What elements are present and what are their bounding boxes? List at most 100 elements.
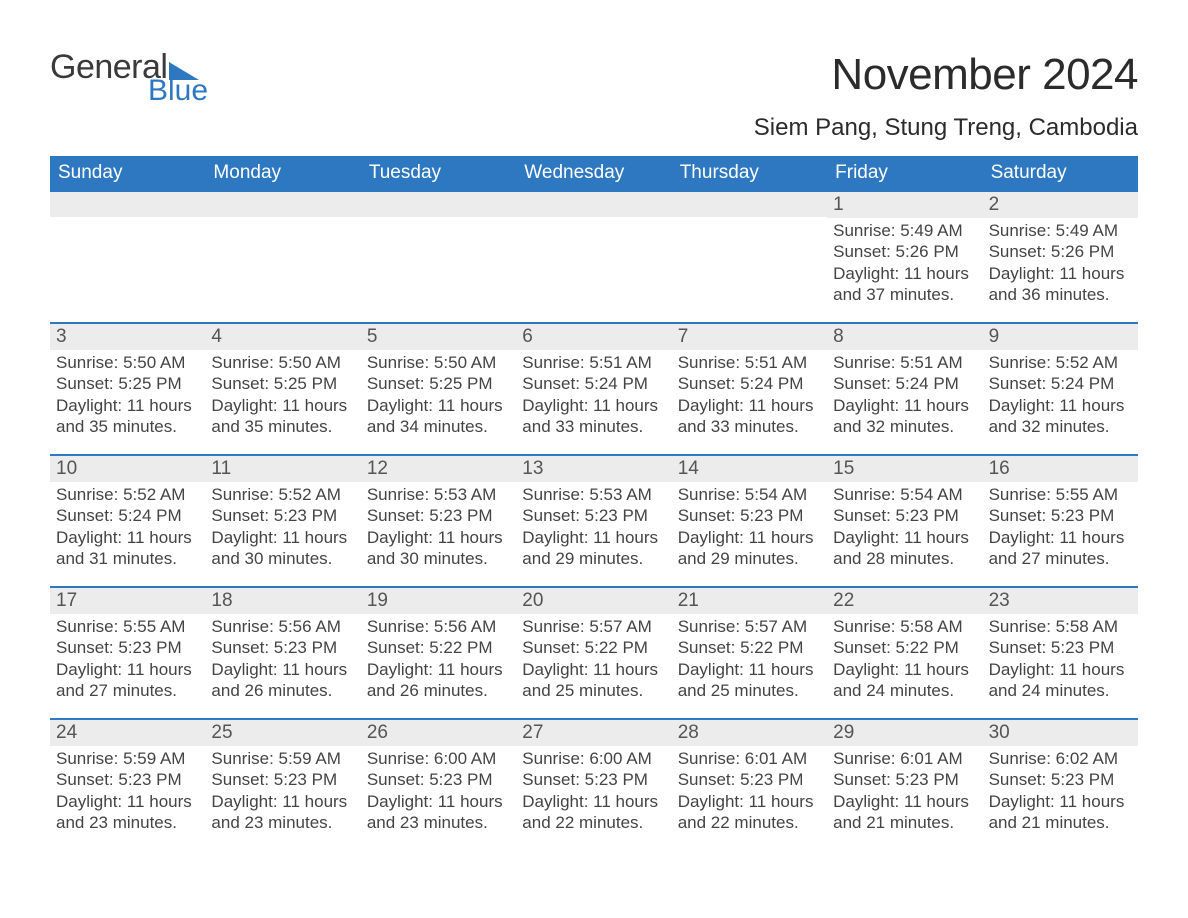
- daylight-line: Daylight: 11 hours and 25 minutes.: [522, 659, 665, 702]
- day-details: Sunrise: 5:55 AMSunset: 5:23 PMDaylight:…: [983, 482, 1138, 569]
- calendar-day-cell: 19Sunrise: 5:56 AMSunset: 5:22 PMDayligh…: [361, 588, 516, 718]
- calendar-day-cell: 30Sunrise: 6:02 AMSunset: 5:23 PMDayligh…: [983, 720, 1138, 850]
- day-details: Sunrise: 5:49 AMSunset: 5:26 PMDaylight:…: [827, 218, 982, 305]
- sunrise-line: Sunrise: 5:58 AM: [989, 616, 1132, 637]
- calendar-day-cell: [361, 192, 516, 322]
- month-title: November 2024: [754, 50, 1138, 100]
- day-number: 22: [827, 588, 982, 614]
- daylight-line: Daylight: 11 hours and 30 minutes.: [211, 527, 354, 570]
- sunset-line: Sunset: 5:23 PM: [211, 505, 354, 526]
- brand-word-blue: Blue: [148, 76, 208, 106]
- calendar-day-cell: 8Sunrise: 5:51 AMSunset: 5:24 PMDaylight…: [827, 324, 982, 454]
- day-number: 6: [516, 324, 671, 350]
- sunrise-line: Sunrise: 5:50 AM: [367, 352, 510, 373]
- calendar-day-cell: [672, 192, 827, 322]
- daylight-line: Daylight: 11 hours and 21 minutes.: [833, 791, 976, 834]
- sunset-line: Sunset: 5:26 PM: [989, 241, 1132, 262]
- sunrise-line: Sunrise: 5:57 AM: [678, 616, 821, 637]
- calendar-week-row: 10Sunrise: 5:52 AMSunset: 5:24 PMDayligh…: [50, 454, 1138, 586]
- day-number: 9: [983, 324, 1138, 350]
- sunset-line: Sunset: 5:23 PM: [211, 769, 354, 790]
- sunset-line: Sunset: 5:25 PM: [211, 373, 354, 394]
- calendar-day-cell: [205, 192, 360, 322]
- day-number: 21: [672, 588, 827, 614]
- daylight-line: Daylight: 11 hours and 29 minutes.: [522, 527, 665, 570]
- calendar-day-cell: 29Sunrise: 6:01 AMSunset: 5:23 PMDayligh…: [827, 720, 982, 850]
- day-details: Sunrise: 5:55 AMSunset: 5:23 PMDaylight:…: [50, 614, 205, 701]
- daylight-line: Daylight: 11 hours and 29 minutes.: [678, 527, 821, 570]
- day-number: 1: [827, 192, 982, 218]
- daylight-line: Daylight: 11 hours and 24 minutes.: [833, 659, 976, 702]
- day-details: Sunrise: 5:59 AMSunset: 5:23 PMDaylight:…: [205, 746, 360, 833]
- day-number: 5: [361, 324, 516, 350]
- day-number: 3: [50, 324, 205, 350]
- weekday-header-cell: Tuesday: [361, 156, 516, 192]
- day-number: 10: [50, 456, 205, 482]
- day-details: Sunrise: 5:52 AMSunset: 5:24 PMDaylight:…: [50, 482, 205, 569]
- day-number: [50, 192, 205, 217]
- calendar-day-cell: 7Sunrise: 5:51 AMSunset: 5:24 PMDaylight…: [672, 324, 827, 454]
- daylight-line: Daylight: 11 hours and 23 minutes.: [56, 791, 199, 834]
- daylight-line: Daylight: 11 hours and 27 minutes.: [56, 659, 199, 702]
- day-number: [516, 192, 671, 217]
- day-details: Sunrise: 5:53 AMSunset: 5:23 PMDaylight:…: [516, 482, 671, 569]
- brand-logo: General Blue: [50, 50, 208, 106]
- sunrise-line: Sunrise: 5:50 AM: [211, 352, 354, 373]
- sunrise-line: Sunrise: 5:52 AM: [56, 484, 199, 505]
- sunset-line: Sunset: 5:24 PM: [522, 373, 665, 394]
- calendar-day-cell: 21Sunrise: 5:57 AMSunset: 5:22 PMDayligh…: [672, 588, 827, 718]
- day-details: Sunrise: 5:57 AMSunset: 5:22 PMDaylight:…: [672, 614, 827, 701]
- sunrise-line: Sunrise: 5:59 AM: [56, 748, 199, 769]
- daylight-line: Daylight: 11 hours and 25 minutes.: [678, 659, 821, 702]
- daylight-line: Daylight: 11 hours and 35 minutes.: [211, 395, 354, 438]
- sunset-line: Sunset: 5:25 PM: [367, 373, 510, 394]
- daylight-line: Daylight: 11 hours and 21 minutes.: [989, 791, 1132, 834]
- day-details: Sunrise: 5:54 AMSunset: 5:23 PMDaylight:…: [672, 482, 827, 569]
- sunrise-line: Sunrise: 5:51 AM: [678, 352, 821, 373]
- day-details: Sunrise: 6:00 AMSunset: 5:23 PMDaylight:…: [516, 746, 671, 833]
- daylight-line: Daylight: 11 hours and 23 minutes.: [211, 791, 354, 834]
- sunrise-line: Sunrise: 5:57 AM: [522, 616, 665, 637]
- sunrise-line: Sunrise: 5:56 AM: [367, 616, 510, 637]
- day-number: [361, 192, 516, 217]
- sunrise-line: Sunrise: 5:49 AM: [989, 220, 1132, 241]
- sunset-line: Sunset: 5:24 PM: [989, 373, 1132, 394]
- daylight-line: Daylight: 11 hours and 26 minutes.: [211, 659, 354, 702]
- sunrise-line: Sunrise: 5:54 AM: [833, 484, 976, 505]
- day-number: 16: [983, 456, 1138, 482]
- title-block: November 2024 Siem Pang, Stung Treng, Ca…: [754, 50, 1138, 142]
- day-number: 18: [205, 588, 360, 614]
- calendar-day-cell: 24Sunrise: 5:59 AMSunset: 5:23 PMDayligh…: [50, 720, 205, 850]
- sunset-line: Sunset: 5:23 PM: [522, 769, 665, 790]
- calendar-day-cell: 14Sunrise: 5:54 AMSunset: 5:23 PMDayligh…: [672, 456, 827, 586]
- day-details: Sunrise: 5:50 AMSunset: 5:25 PMDaylight:…: [205, 350, 360, 437]
- sunset-line: Sunset: 5:23 PM: [678, 769, 821, 790]
- calendar-day-cell: [50, 192, 205, 322]
- sunrise-line: Sunrise: 5:59 AM: [211, 748, 354, 769]
- day-details: Sunrise: 6:01 AMSunset: 5:23 PMDaylight:…: [672, 746, 827, 833]
- daylight-line: Daylight: 11 hours and 28 minutes.: [833, 527, 976, 570]
- calendar-day-cell: 15Sunrise: 5:54 AMSunset: 5:23 PMDayligh…: [827, 456, 982, 586]
- sunset-line: Sunset: 5:24 PM: [56, 505, 199, 526]
- calendar-day-cell: 16Sunrise: 5:55 AMSunset: 5:23 PMDayligh…: [983, 456, 1138, 586]
- day-details: Sunrise: 5:57 AMSunset: 5:22 PMDaylight:…: [516, 614, 671, 701]
- sunset-line: Sunset: 5:26 PM: [833, 241, 976, 262]
- daylight-line: Daylight: 11 hours and 22 minutes.: [678, 791, 821, 834]
- sunset-line: Sunset: 5:22 PM: [833, 637, 976, 658]
- sunrise-line: Sunrise: 5:56 AM: [211, 616, 354, 637]
- day-number: 27: [516, 720, 671, 746]
- calendar-week-row: 3Sunrise: 5:50 AMSunset: 5:25 PMDaylight…: [50, 322, 1138, 454]
- day-details: Sunrise: 5:52 AMSunset: 5:23 PMDaylight:…: [205, 482, 360, 569]
- day-number: 13: [516, 456, 671, 482]
- day-number: 24: [50, 720, 205, 746]
- day-number: 11: [205, 456, 360, 482]
- sunset-line: Sunset: 5:22 PM: [367, 637, 510, 658]
- calendar-day-cell: 22Sunrise: 5:58 AMSunset: 5:22 PMDayligh…: [827, 588, 982, 718]
- sunrise-line: Sunrise: 5:50 AM: [56, 352, 199, 373]
- calendar-day-cell: 3Sunrise: 5:50 AMSunset: 5:25 PMDaylight…: [50, 324, 205, 454]
- calendar-day-cell: 6Sunrise: 5:51 AMSunset: 5:24 PMDaylight…: [516, 324, 671, 454]
- sunrise-line: Sunrise: 5:58 AM: [833, 616, 976, 637]
- daylight-line: Daylight: 11 hours and 24 minutes.: [989, 659, 1132, 702]
- calendar-day-cell: 28Sunrise: 6:01 AMSunset: 5:23 PMDayligh…: [672, 720, 827, 850]
- calendar-day-cell: 1Sunrise: 5:49 AMSunset: 5:26 PMDaylight…: [827, 192, 982, 322]
